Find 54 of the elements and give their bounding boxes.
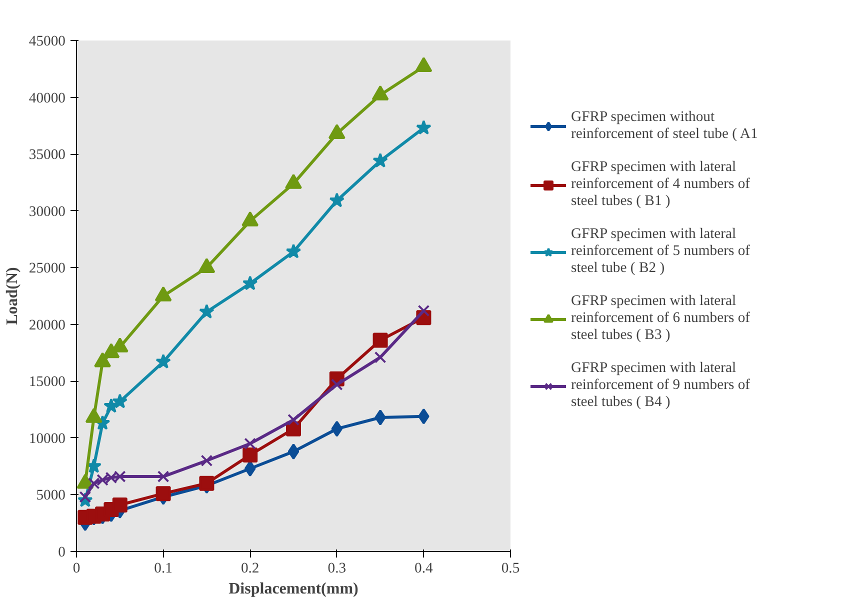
point [329, 192, 345, 208]
legend-label: GFRP specimen with lateral reinforcement of 6 numbers of steel tubes ( B3 ) [571, 293, 752, 344]
legend-label: GFRP specimen with lateral reinforcement of 5 numbers of steel tube ( B2 ) [571, 226, 752, 277]
x-tick-label: 0.5 [501, 560, 520, 576]
legend-label: GFRP specimen with lateral reinforcement of 9 numbers of steel tubes ( B4 ) [571, 360, 752, 411]
point [157, 470, 170, 483]
y-tick-label: 15000 [28, 374, 66, 390]
point [199, 304, 214, 319]
point [199, 476, 214, 491]
point [242, 211, 259, 226]
point [79, 491, 92, 503]
point [331, 420, 343, 437]
point [288, 414, 300, 426]
y-tick-label: 35000 [28, 147, 66, 164]
y-tick-label: 10000 [28, 430, 66, 447]
point [198, 258, 216, 273]
point [286, 244, 302, 258]
point [374, 351, 386, 364]
y-tick-label: 5000 [36, 488, 66, 504]
y-tick-label: 0 [58, 544, 66, 560]
x-tick-label: 0.4 [414, 560, 434, 576]
point [244, 460, 256, 477]
y-tick-label: 40000 [28, 90, 66, 106]
point [415, 56, 432, 72]
point [200, 454, 213, 467]
point [242, 276, 258, 290]
point [372, 85, 389, 100]
point [285, 174, 302, 189]
point [372, 152, 388, 168]
legend-label: GFRP specimen without reinforcement of steel tube ( A1 [571, 109, 759, 143]
point [112, 497, 128, 512]
y-tick-label: 20000 [28, 317, 66, 334]
point [372, 332, 388, 348]
point [244, 438, 256, 450]
x-axis-title: Displacement(mm) [228, 580, 358, 598]
x-tick-label: 0 [72, 560, 80, 576]
point [330, 378, 343, 391]
y-tick-label: 25000 [28, 260, 66, 277]
y-tick-label: 30000 [28, 204, 66, 220]
x-tick-label: 0.2 [240, 560, 260, 576]
x-tick-label: 0.3 [328, 560, 346, 576]
point [242, 447, 258, 462]
point [288, 444, 300, 460]
y-axis-title: Load(N) [4, 267, 21, 325]
point [156, 354, 171, 369]
x-tick-label: 0.1 [154, 560, 172, 576]
point [156, 486, 171, 502]
point [154, 286, 172, 302]
point [328, 124, 346, 139]
point [112, 394, 128, 408]
y-tick-label: 45000 [28, 34, 66, 50]
point [418, 304, 430, 317]
legend-label: GFRP specimen with lateral reinforcement of 4 numbers of steel tubes ( B1 ) [571, 159, 752, 210]
point [416, 120, 432, 135]
